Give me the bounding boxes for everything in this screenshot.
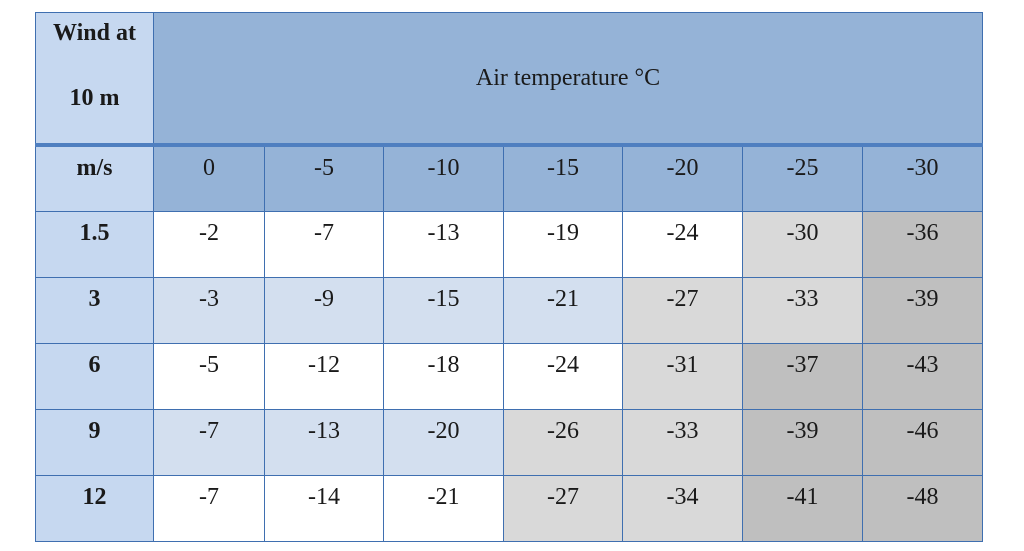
wind-chill-value: -43 bbox=[861, 342, 984, 410]
wind-chill-value: -41 bbox=[742, 474, 863, 542]
wind-chill-value: -12 bbox=[264, 342, 384, 410]
temp-header: -5 bbox=[264, 143, 384, 212]
data-rows: 1.5 -2 -7 -13 -19 -24 -30 -36 3 -3 -9 -15 -21 -27 -33-… bbox=[35, 210, 984, 542]
corner-header: Wind at 10 m bbox=[35, 12, 154, 146]
unit-label: m/s bbox=[35, 143, 154, 212]
wind-chill-value: -48 bbox=[861, 474, 984, 542]
temperature-row: m/s 0 -5 -10 -15 -20 -25 -30 bbox=[35, 143, 984, 212]
wind-chill-value: -37 bbox=[742, 342, 863, 410]
wind-chill-value: -14 bbox=[264, 474, 384, 542]
table-row: 1.5 -2 -7 -13 -19 -24 -30 -36 bbox=[35, 210, 984, 278]
table-row: 9 -7 -13 -20 -26 -33 -39 -46 bbox=[35, 408, 984, 476]
temp-header: 0 bbox=[153, 143, 265, 212]
corner-line-1: Wind at bbox=[53, 20, 136, 46]
table-row: 6 -5 -12 -18 -24 -31 -37 -43 bbox=[35, 342, 984, 410]
wind-chill-value: -24 bbox=[503, 342, 623, 410]
wind-chill-value: -20 bbox=[383, 408, 504, 476]
wind-chill-value: -39 bbox=[742, 408, 863, 476]
wind-chill-value: -31 bbox=[622, 342, 743, 410]
wind-chill-value: -3 bbox=[153, 276, 265, 344]
table-row: 3 -3 -9 -15 -21 -27 -33 -39 bbox=[35, 276, 984, 344]
wind-chill-value: -13 bbox=[264, 408, 384, 476]
wind-chill-value: -24 bbox=[622, 210, 743, 278]
temp-header: -30 bbox=[861, 143, 984, 212]
wind-chill-value: -33 bbox=[742, 276, 863, 344]
wind-chill-value: -15 bbox=[383, 276, 504, 344]
wind-chill-table: Wind at 10 m Air temperature °C m/s 0 -5… bbox=[35, 12, 984, 542]
wind-chill-value: -7 bbox=[264, 210, 384, 278]
wind-chill-value: -21 bbox=[503, 276, 623, 344]
wind-chill-value: -36 bbox=[861, 210, 984, 278]
wind-chill-value: -7 bbox=[153, 474, 265, 542]
wind-chill-value: -13 bbox=[383, 210, 504, 278]
wind-chill-value: -7 bbox=[153, 408, 265, 476]
header-row: Wind at 10 m Air temperature °C bbox=[35, 12, 984, 147]
table-row: 12 -7 -14 -21 -27 -34 -41 -48 bbox=[35, 474, 984, 542]
wind-chill-value: -9 bbox=[264, 276, 384, 344]
temp-header: -25 bbox=[742, 143, 863, 212]
wind-chill-value: -27 bbox=[622, 276, 743, 344]
temp-header: -15 bbox=[503, 143, 623, 212]
wind-chill-value: -19 bbox=[503, 210, 623, 278]
wind-speed-cell: 9 bbox=[35, 408, 154, 476]
wind-chill-value: -39 bbox=[861, 276, 984, 344]
wind-speed-cell: 1.5 bbox=[35, 210, 154, 278]
wind-chill-value: -30 bbox=[742, 210, 863, 278]
wind-speed-cell: 6 bbox=[35, 342, 154, 410]
wind-chill-value: -21 bbox=[383, 474, 504, 542]
wind-speed-cell: 3 bbox=[35, 276, 154, 344]
wind-speed-cell: 12 bbox=[35, 474, 154, 542]
wind-chill-value: -46 bbox=[861, 408, 984, 476]
corner-line-2: 10 m bbox=[69, 85, 120, 111]
wind-chill-value: -18 bbox=[383, 342, 504, 410]
temp-header: -10 bbox=[383, 143, 504, 212]
wind-chill-value: -26 bbox=[503, 408, 623, 476]
wind-chill-value: -34 bbox=[622, 474, 743, 542]
air-temperature-title: Air temperature °C bbox=[152, 12, 984, 147]
wind-chill-value: -27 bbox=[503, 474, 623, 542]
wind-chill-value: -2 bbox=[153, 210, 265, 278]
wind-chill-value: -33 bbox=[622, 408, 743, 476]
wind-chill-value: -5 bbox=[153, 342, 265, 410]
temp-header: -20 bbox=[622, 143, 743, 212]
